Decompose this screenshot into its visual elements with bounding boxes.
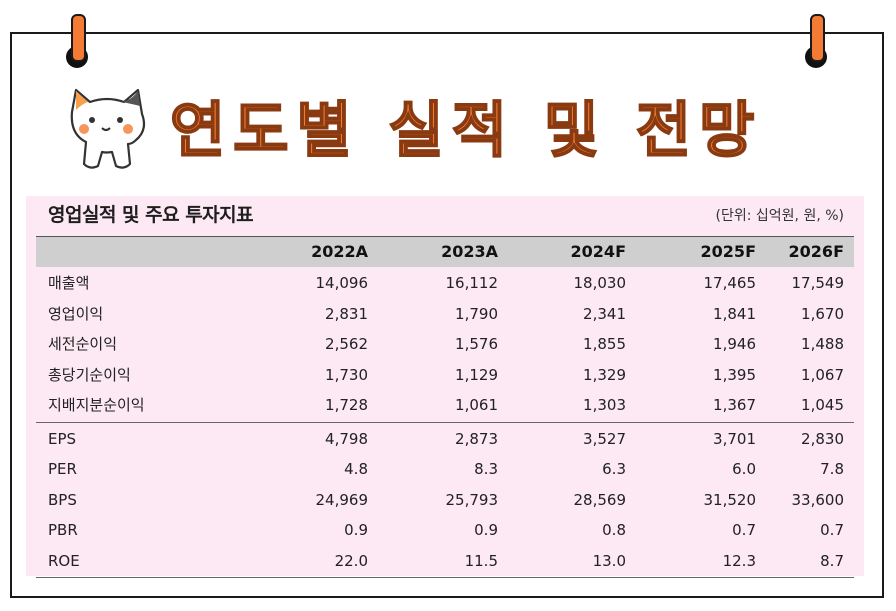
table-cell: 4,798	[325, 429, 368, 448]
table-cell: 1,670	[801, 304, 844, 323]
table-cell: 1,395	[713, 365, 756, 384]
row-label: PER	[48, 460, 77, 478]
section-divider	[36, 421, 854, 423]
table-cell: 6.3	[602, 460, 626, 478]
table-cell: 33,600	[791, 490, 845, 509]
table-cell: 1,728	[325, 396, 368, 414]
table-cell: 22.0	[334, 551, 368, 570]
binder-ring-icon	[71, 14, 86, 62]
table-cell: 1,576	[455, 335, 498, 353]
table-cell: 14,096	[315, 274, 369, 292]
table-row: 매출액 14,096 16,112 18,030 17,465 17,549	[36, 268, 854, 298]
table-cell: 12.3	[722, 551, 756, 570]
table-row: EPS 4,798 2,873 3,527 3,701 2,830	[36, 424, 854, 454]
table-row: 세전순이익 2,562 1,576 1,855 1,946 1,488	[36, 329, 854, 359]
column-header: 2026F	[788, 242, 844, 261]
table-cell: 0.8	[602, 521, 626, 539]
table-cell: 1,045	[801, 396, 844, 414]
table-cell: 28,569	[573, 490, 627, 509]
table-cell: 11.5	[464, 551, 498, 570]
banner-title: 연도별 실적 및 전망	[169, 95, 763, 167]
table-cell: 24,969	[315, 490, 369, 509]
table-cell: 17,465	[703, 274, 757, 292]
table-cell: 31,520	[703, 490, 757, 509]
table-row: BPS 24,969 25,793 28,569 31,520 33,600	[36, 485, 854, 515]
table-cell: 4.8	[344, 460, 368, 478]
table-cell: 16,112	[445, 274, 499, 292]
table-cell: 2,831	[325, 304, 368, 323]
table-bottom-rule	[36, 577, 854, 578]
table-cell: 7.8	[820, 460, 844, 478]
table-row: PBR 0.9 0.9 0.8 0.7 0.7	[36, 515, 854, 545]
table-cell: 8.3	[474, 460, 498, 478]
table-cell: 0.7	[732, 521, 756, 539]
row-label: EPS	[48, 429, 77, 448]
table-cell: 1,946	[713, 335, 756, 353]
table-title: 영업실적 및 주요 투자지표	[48, 204, 254, 226]
row-label: 영업이익	[48, 304, 104, 323]
row-label: 매출액	[48, 274, 90, 292]
row-label: BPS	[48, 490, 77, 509]
column-header: 2022A	[311, 242, 368, 261]
table-cell: 1,067	[801, 365, 844, 384]
table-row: PER 4.8 8.3 6.3 6.0 7.8	[36, 454, 854, 484]
table-row: 총당기순이익 1,730 1,129 1,329 1,395 1,067	[36, 360, 854, 390]
binder-ring-icon	[810, 14, 825, 62]
row-label: 지배지분순이익	[48, 396, 145, 414]
row-label: 세전순이익	[48, 335, 118, 353]
unit-note: (단위: 십억원, 원, %)	[715, 208, 844, 224]
table-cell: 6.0	[732, 460, 756, 478]
table-cell: 25,793	[445, 490, 499, 509]
table-cell: 18,030	[573, 274, 627, 292]
column-header: 2025F	[700, 242, 756, 261]
table-cell: 1,790	[455, 304, 498, 323]
table-cell: 1,855	[583, 335, 626, 353]
table-row: 영업이익 2,831 1,790 2,341 1,841 1,670	[36, 299, 854, 329]
table-cell: 1,367	[713, 396, 756, 414]
table-cell: 1,129	[455, 365, 498, 384]
table-cell: 17,549	[791, 274, 845, 292]
table-cell: 0.7	[820, 521, 844, 539]
table-cell: 3,527	[583, 429, 626, 448]
table-cell: 1,730	[325, 365, 368, 384]
table-cell: 1,329	[583, 365, 626, 384]
table-cell: 8.7	[820, 551, 844, 570]
table-cell: 1,303	[583, 396, 626, 414]
table-cell: 0.9	[474, 521, 498, 539]
table-cell: 3,701	[713, 429, 756, 448]
table-header-row: 2022A 2023A 2024F 2025F 2026F	[36, 236, 854, 267]
table-cell: 13.0	[592, 551, 626, 570]
table-row: 지배지분순이익 1,728 1,061 1,303 1,367 1,045	[36, 390, 854, 420]
table-cell: 1,488	[801, 335, 844, 353]
cat-mascot-icon	[70, 88, 146, 169]
column-header: 2024F	[570, 242, 626, 261]
table-cell: 2,341	[583, 304, 626, 323]
table-row: ROE 22.0 11.5 13.0 12.3 8.7	[36, 546, 854, 576]
table-cell: 2,830	[801, 429, 844, 448]
table-cell: 0.9	[344, 521, 368, 539]
table-cell: 1,061	[455, 396, 498, 414]
table-cell: 1,841	[713, 304, 756, 323]
row-label: 총당기순이익	[48, 365, 131, 384]
table-cell: 2,562	[325, 335, 368, 353]
row-label: ROE	[48, 551, 80, 570]
column-header: 2023A	[441, 242, 498, 261]
table-cell: 2,873	[455, 429, 498, 448]
row-label: PBR	[48, 521, 78, 539]
